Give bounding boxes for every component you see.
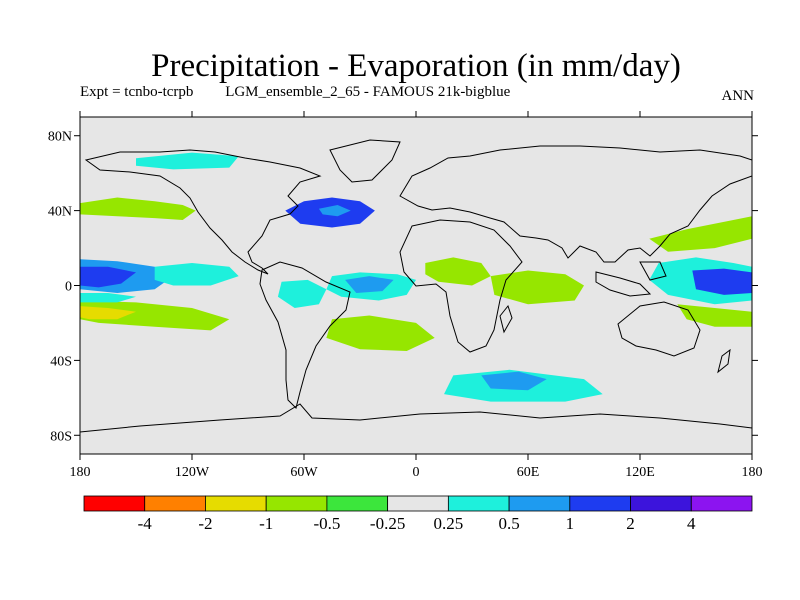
region-north-pacific-band <box>80 197 196 220</box>
x-tick-label: 180 <box>742 465 763 480</box>
colorbar-label: 4 <box>687 514 696 533</box>
colorbar-label: -0.25 <box>370 514 405 533</box>
coastline-south-america <box>259 261 351 409</box>
colorbar-swatch <box>265 495 328 512</box>
coastline-madagascar <box>499 304 513 334</box>
colorbar-label: -4 <box>138 514 153 533</box>
colorbar-label: -1 <box>259 514 273 533</box>
y-tick-label: 80N <box>48 130 72 145</box>
region-amazon-cyan <box>277 279 327 308</box>
y-tick-label: 40N <box>48 205 72 220</box>
coastline-north-america <box>84 149 322 275</box>
y-tick-label: 40S <box>50 354 72 369</box>
region-north-atlantic-core <box>318 205 351 217</box>
region-north-west-pacific-green <box>649 216 752 252</box>
colorbar-swatch <box>508 495 571 512</box>
y-tick-label: 0 <box>65 280 72 295</box>
latitude-axis: 80N 40N 0 40S 80S <box>48 130 758 444</box>
region-southern-ocean-blue <box>481 371 547 391</box>
y-tick-label: 80S <box>50 429 72 444</box>
contour-regions <box>80 152 752 402</box>
region-africa-green <box>425 257 491 286</box>
experiment-label: Expt = tcnbo-tcrpb <box>80 84 194 100</box>
colorbar: -4 -2 -1 -0.5 -0.25 0.25 0.5 1 2 4 <box>83 495 753 533</box>
region-south-west-pacific-green <box>677 304 752 327</box>
colorbar-label: 0.25 <box>433 514 463 533</box>
x-tick-label: 60E <box>517 465 540 480</box>
coastlines <box>80 139 752 433</box>
colorbar-label: -0.5 <box>313 514 340 533</box>
colorbar-label: 2 <box>626 514 635 533</box>
region-east-pacific-cyan <box>154 263 239 286</box>
region-south-atlantic-green <box>326 315 435 351</box>
chart-title: Precipitation - Evaporation (in mm/day) <box>151 48 681 84</box>
region-central-pacific-itcz-core <box>80 266 136 288</box>
x-tick-label: 120E <box>625 465 655 480</box>
subtitle-left: Expt = tcnbo-tcrpb LGM_ensemble_2_65 - F… <box>80 83 510 101</box>
colorbar-swatch <box>447 495 510 512</box>
coastline-new-zealand <box>717 348 731 374</box>
colorbar-swatch <box>690 495 753 512</box>
longitude-axis: 180 120W 60W 0 60E 120E 180 <box>70 111 763 480</box>
region-west-pacific-core <box>692 268 752 295</box>
region-south-pacific-dry <box>80 300 230 331</box>
colorbar-swatch <box>387 495 449 512</box>
colorbar-swatch <box>326 495 389 512</box>
region-indian-ocean-green <box>490 270 584 305</box>
region-south-pacific-cyan <box>80 293 136 303</box>
colorbar-swatch <box>630 495 692 512</box>
x-tick-label: 180 <box>70 465 91 480</box>
colorbar-label: 0.5 <box>498 514 519 533</box>
colorbar-swatch <box>144 495 206 512</box>
region-arctic-coast-cyan <box>136 152 239 170</box>
coastline-africa <box>399 219 523 353</box>
colorbar-swatch <box>83 495 146 512</box>
colorbar-label: 1 <box>566 514 575 533</box>
coastline-greenland <box>329 139 401 183</box>
coastline-eurasia <box>399 145 752 263</box>
x-tick-label: 60W <box>290 465 318 480</box>
region-tropical-atlantic-blue <box>345 276 394 293</box>
x-tick-label: 0 <box>413 465 420 480</box>
colorbar-swatch <box>569 495 631 512</box>
coastline-australia <box>617 301 701 357</box>
coastline-indonesia <box>595 261 667 297</box>
colorbar-label: -2 <box>198 514 212 533</box>
period-label: ANN <box>721 88 755 104</box>
coastline-antarctica <box>80 403 752 433</box>
colorbar-swatch <box>205 495 267 512</box>
region-south-pacific-dry-core <box>80 306 136 320</box>
x-tick-label: 120W <box>175 465 210 480</box>
dataset-label: LGM_ensemble_2_65 - FAMOUS 21k-bigblue <box>225 84 511 100</box>
